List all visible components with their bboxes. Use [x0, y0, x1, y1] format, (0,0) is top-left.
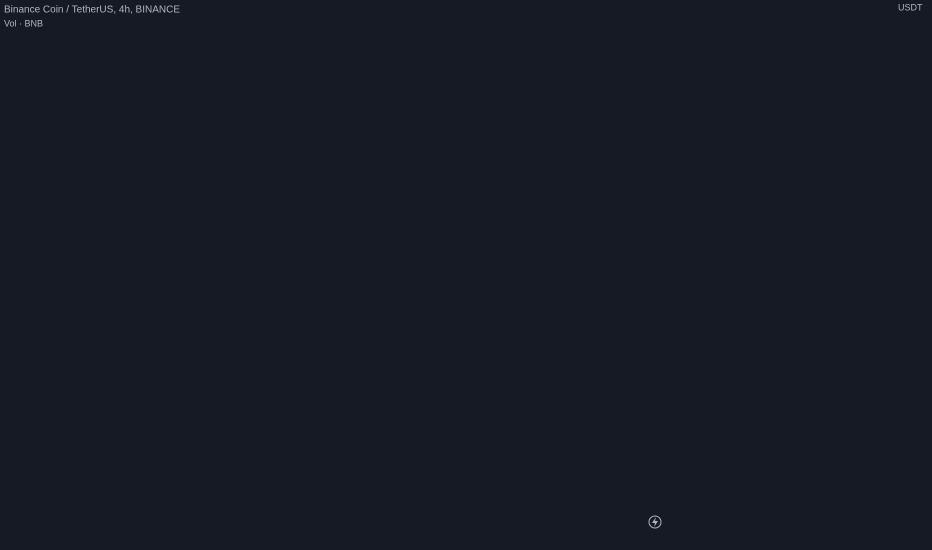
volume-label: Vol · BNB — [4, 18, 43, 28]
chart-title: Binance Coin / TetherUS, 4h, BINANCE — [4, 5, 180, 16]
replay-icon-bolt — [652, 517, 658, 527]
axis-unit: USDT — [898, 2, 923, 12]
replay-icon[interactable] — [648, 515, 662, 529]
